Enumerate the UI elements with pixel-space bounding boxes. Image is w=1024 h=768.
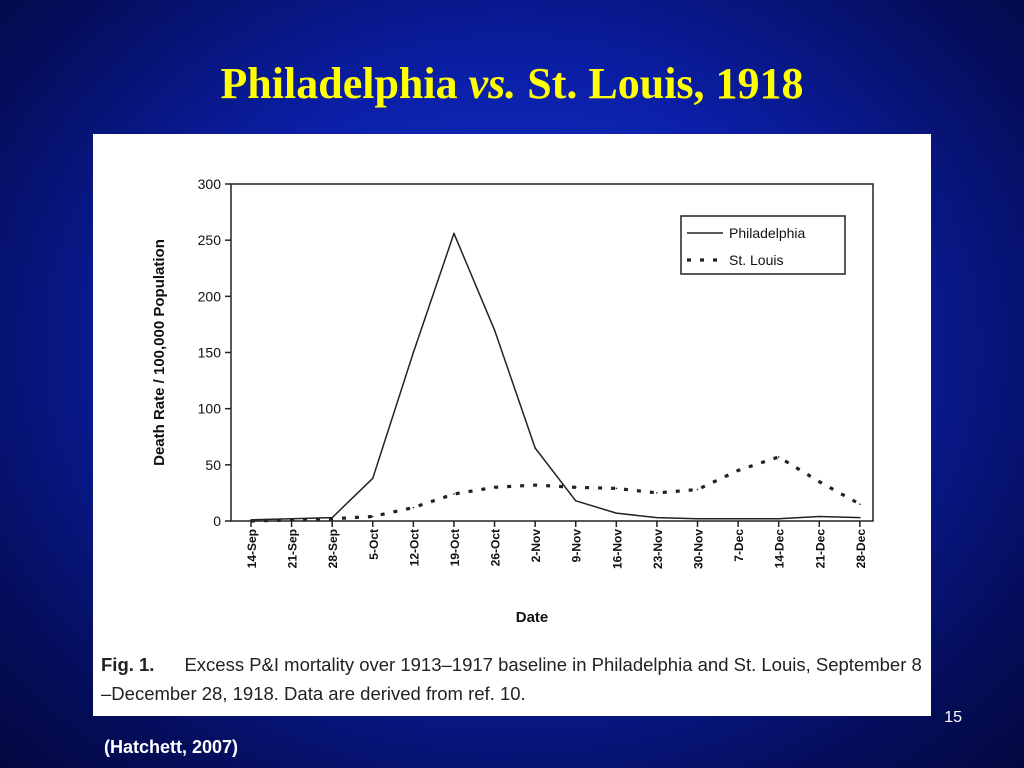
figure-caption: Fig. 1. Excess P&I mortality over 1913–19… [101,650,925,708]
x-tick-label: 2-Nov [529,529,543,563]
x-tick-label: 21-Sep [286,529,300,568]
data-point [615,512,618,514]
x-tick-label: 7-Dec [732,529,746,562]
line-chart: 0 50 100 150 200 250 300 14-Sep 21-Sep 28-Sep 5-Oc… [151,176,874,626]
series-line-0 [250,232,860,521]
legend-label: Philadelphia [729,225,805,241]
x-tick-label: 12-Oct [407,529,421,566]
x-tick-label: 9-Nov [570,529,584,563]
x-tick-label: 30-Nov [692,529,706,569]
y-axis-label: Death Rate / 100,000 Population [151,239,168,466]
x-tick-label: 28-Sep [326,529,340,568]
data-point [574,499,577,502]
data-point [453,232,455,235]
data-point [656,516,658,519]
data-point [777,517,780,520]
caption-text: Excess P&I mortality over 1913–1917 base… [101,654,922,704]
x-tick-label: 14-Sep [245,529,259,568]
figure-label: Fig. 1. [101,654,155,675]
title-italic: vs. [468,59,517,108]
data-point [696,488,699,491]
data-point [412,506,415,509]
data-point [371,477,374,480]
y-tick-label: 50 [205,457,221,473]
data-point [493,486,496,489]
slide-number: 15 [944,709,962,726]
series-line-1 [250,455,861,523]
data-point [290,519,293,521]
legend-label: St. Louis [729,252,783,268]
data-point [737,469,739,472]
legend-box [680,215,846,275]
x-tick-label: 21-Dec [813,529,827,569]
x-tick-label: 26-Oct [489,529,503,566]
figure-panel: 0 50 100 150 200 250 300 14-Sep 21-Sep 28-Sep 5-Oc… [93,134,931,716]
data-point [371,515,374,518]
data-point [574,486,577,489]
title-part2: St. Louis, 1918 [516,59,804,108]
data-point [737,517,739,520]
citation: (Hatchett, 2007) [104,737,239,757]
y-tick-label: 250 [198,232,222,248]
data-point [777,456,780,458]
slide-title: Philadelphia vs. St. Louis, 1918 [0,58,1024,109]
y-tick-label: 300 [198,176,222,192]
data-point [453,493,455,495]
data-point [250,520,252,522]
data-point [656,492,658,494]
y-tick-label: 100 [198,401,222,417]
data-point [534,447,536,449]
data-point [818,480,821,483]
data-point [412,351,415,354]
data-point [493,329,496,331]
data-point [859,503,861,505]
x-tick-label: 14-Dec [773,529,787,569]
x-tick-label: 16-Nov [610,529,624,569]
y-tick-label: 200 [198,288,222,304]
y-tick-label: 0 [213,513,221,529]
y-tick-label: 150 [198,345,222,361]
data-point [534,484,536,486]
x-tick-label: 5-Oct [367,529,381,560]
title-part1: Philadelphia [220,59,469,108]
x-tick-label: 19-Oct [448,529,462,566]
x-axis-label: Date [516,609,549,626]
data-point [615,487,618,490]
data-point [696,517,699,520]
x-tick-label: 28-Dec [854,529,868,569]
data-point [859,516,861,519]
x-tick-label: 23-Nov [651,529,665,569]
data-point [818,515,821,518]
data-point [331,517,333,520]
